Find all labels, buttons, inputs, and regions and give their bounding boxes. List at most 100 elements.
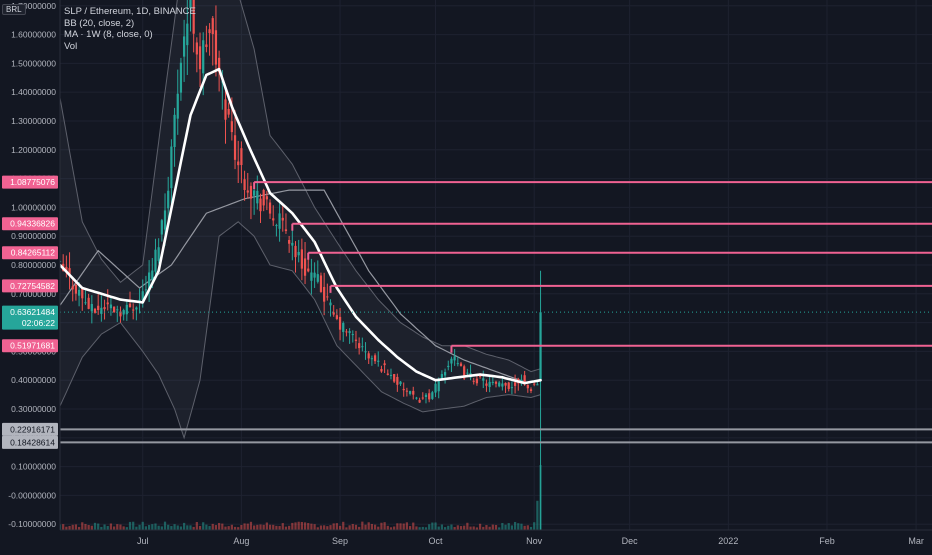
candle-body	[170, 146, 173, 189]
volume-bar	[173, 524, 176, 530]
candle-body	[278, 213, 281, 229]
candle-body	[529, 389, 533, 391]
candle-body	[157, 247, 160, 261]
candle-body	[100, 307, 103, 314]
symbol-title[interactable]: SLP / Ethereum, 1D, BINANCE	[64, 6, 196, 17]
candle-body	[227, 108, 230, 115]
volume-bar	[475, 527, 479, 530]
candle-body	[450, 358, 453, 364]
x-tick-label: Aug	[233, 536, 249, 546]
y-tick-label: 0.80000000	[11, 260, 56, 270]
candle-body	[198, 46, 202, 70]
candle-body	[440, 374, 444, 379]
volume-bar	[68, 525, 71, 530]
volume-bar	[147, 524, 151, 530]
candle-body	[447, 365, 450, 368]
bb-fill	[60, 0, 541, 438]
volume-bar	[482, 526, 485, 530]
candle-body	[361, 346, 364, 348]
volume-bar	[221, 523, 224, 530]
volume-bar	[224, 526, 227, 530]
level-badge-label: 0.94336826	[10, 219, 55, 229]
candle-body	[97, 305, 100, 311]
x-tick-label: Feb	[819, 536, 835, 546]
y-tick-label: -0.10000000	[8, 519, 56, 529]
candle-body	[275, 225, 278, 227]
volume-bar	[488, 526, 491, 530]
volume-bar	[313, 524, 316, 530]
volume-bar	[77, 526, 81, 530]
volume-bar	[237, 527, 240, 530]
candle-body	[262, 190, 265, 206]
indicator-legend: SLP / Ethereum, 1D, BINANCE BB (20, clos…	[64, 6, 196, 52]
candle-body	[303, 258, 307, 276]
candle-body	[418, 399, 421, 403]
volume-bar	[507, 523, 510, 530]
volume-bar	[163, 521, 167, 530]
volume-bar	[418, 527, 421, 530]
candle-body	[163, 210, 167, 230]
legend-volume[interactable]: Vol	[64, 40, 78, 52]
candle-body	[370, 358, 373, 360]
candle-body	[319, 275, 323, 292]
candle-body	[536, 384, 539, 386]
volume-bar	[71, 524, 74, 530]
volume-bar	[307, 523, 310, 530]
volume-bar	[205, 524, 208, 530]
volume-bar	[81, 522, 84, 530]
y-tick-label: -0.00000000	[8, 490, 56, 500]
volume-bar	[456, 525, 459, 530]
candle-body	[205, 44, 208, 47]
candle-body	[243, 179, 246, 190]
volume-bar	[119, 524, 122, 530]
candle-body	[119, 311, 122, 317]
candle-body	[288, 240, 291, 244]
candle-body	[494, 381, 498, 384]
candle-body	[307, 268, 310, 272]
candle-body	[396, 376, 399, 385]
candle-body	[513, 382, 517, 386]
current-price-value: 0.63621484	[10, 307, 55, 317]
x-tick-label: Nov	[526, 536, 543, 546]
candle-body	[323, 286, 326, 302]
volume-bar	[370, 523, 373, 530]
candle-body	[240, 148, 243, 166]
candle-body	[491, 381, 494, 383]
candle-body	[498, 382, 501, 387]
candle-body	[68, 268, 71, 276]
currency-badge[interactable]: BRL	[2, 4, 26, 15]
candle-body	[402, 388, 405, 391]
x-tick-label: 2022	[718, 536, 738, 546]
candle-body	[310, 272, 313, 281]
level-badge-label: 1.08775076	[10, 177, 55, 187]
bb-lower-line	[59, 221, 541, 440]
candle-body	[112, 306, 116, 313]
volume-bar	[189, 525, 192, 530]
level-badge	[2, 175, 58, 189]
legend-weekly-ma[interactable]: MA · 1W (8, close, 0)	[64, 29, 153, 40]
candle-body	[294, 245, 297, 258]
candle-body	[77, 289, 81, 296]
candle-body	[93, 308, 97, 313]
x-tick-label: Oct	[429, 536, 444, 546]
candle-body	[415, 397, 418, 399]
volume-bar	[138, 524, 141, 530]
candle-body	[144, 289, 148, 291]
candle-body	[332, 312, 335, 315]
y-tick-label: 1.60000000	[11, 30, 56, 40]
volume-bar	[513, 521, 517, 530]
candle-body	[463, 366, 466, 379]
volume-bar	[364, 524, 367, 530]
volume-bar	[342, 521, 345, 530]
volume-bar	[100, 526, 103, 530]
candle-body	[246, 190, 249, 193]
candle-body	[87, 297, 90, 309]
time-axis-bg	[60, 530, 932, 550]
volume-bar	[348, 525, 351, 530]
candle-body	[74, 284, 78, 294]
legend-bb[interactable]: BB (20, close, 2)	[64, 17, 135, 29]
candle-body	[272, 218, 275, 221]
volume-bar	[109, 523, 113, 530]
